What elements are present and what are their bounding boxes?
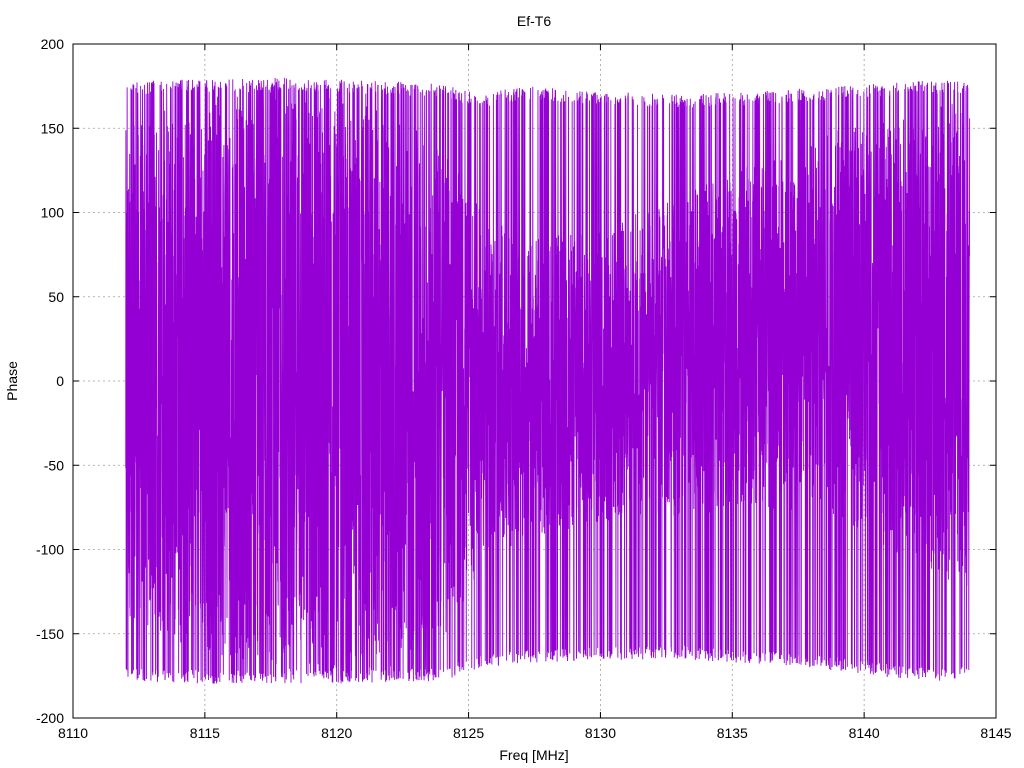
x-tick-label: 8125 <box>453 725 484 741</box>
y-tick-label: -50 <box>44 457 64 473</box>
chart-title: Ef-T6 <box>517 13 551 29</box>
x-tick-label: 8140 <box>849 725 880 741</box>
x-tick-label: 8135 <box>717 725 748 741</box>
trace-layer <box>125 77 971 684</box>
y-tick-label: 50 <box>48 289 64 305</box>
x-tick-label: 8130 <box>585 725 616 741</box>
tick-layer <box>72 43 997 719</box>
y-tick-label: 150 <box>41 120 65 136</box>
y-tick-label: 100 <box>41 205 65 221</box>
x-tick-label: 8115 <box>190 725 220 741</box>
phase-series-line <box>125 77 971 684</box>
x-tick-label: 8145 <box>980 725 1011 741</box>
label-layer: 8110 8115 8120 8125 8130 8135 8140 8145 -200 -150… <box>36 36 1012 741</box>
x-tick-label: 8110 <box>58 725 88 741</box>
x-axis-title: Freq [MHz] <box>499 747 568 763</box>
y-tick-label: -150 <box>36 626 64 642</box>
y-tick-label: 200 <box>41 36 65 52</box>
y-tick-label: 0 <box>56 373 64 389</box>
y-tick-label: -100 <box>36 542 64 558</box>
y-tick-label: -200 <box>36 710 64 726</box>
y-axis-title: Phase <box>4 361 20 401</box>
x-tick-label: 8120 <box>321 725 352 741</box>
